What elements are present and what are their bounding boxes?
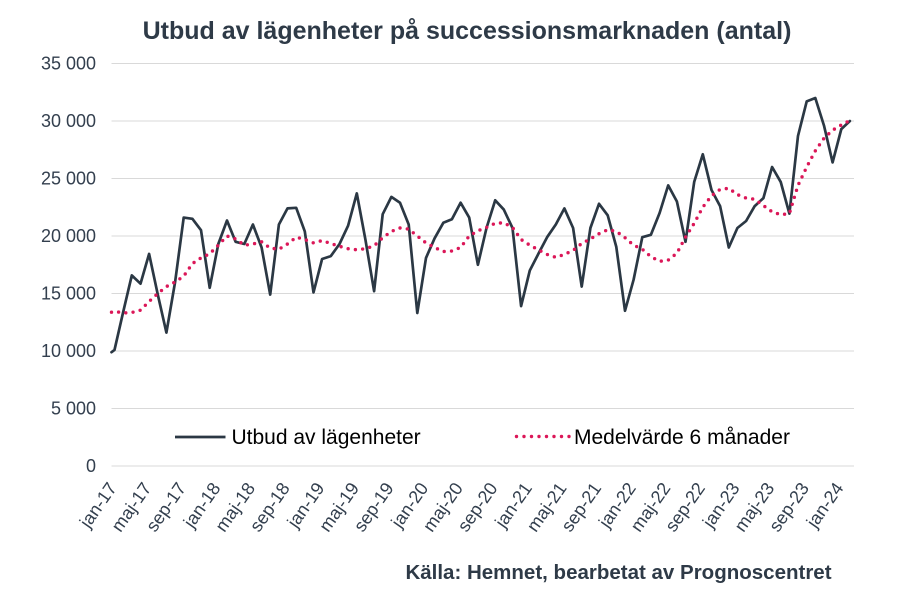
- svg-text:15 000: 15 000: [41, 284, 96, 304]
- svg-text:20 000: 20 000: [41, 226, 96, 246]
- svg-text:Utbud av lägenheter: Utbud av lägenheter: [232, 426, 421, 449]
- svg-text:Källa: Hemnet, bearbetat av Pr: Källa: Hemnet, bearbetat av Prognoscentr…: [405, 561, 831, 584]
- svg-text:25 000: 25 000: [41, 169, 96, 189]
- svg-text:0: 0: [86, 456, 96, 476]
- svg-text:Utbud av lägenheter på success: Utbud av lägenheter på successionsmarkna…: [143, 17, 792, 45]
- svg-text:30 000: 30 000: [41, 111, 96, 131]
- svg-text:5 000: 5 000: [51, 399, 96, 419]
- svg-text:Medelvärde 6 månader: Medelvärde 6 månader: [574, 426, 790, 449]
- svg-text:10 000: 10 000: [41, 341, 96, 361]
- svg-text:35 000: 35 000: [41, 54, 96, 74]
